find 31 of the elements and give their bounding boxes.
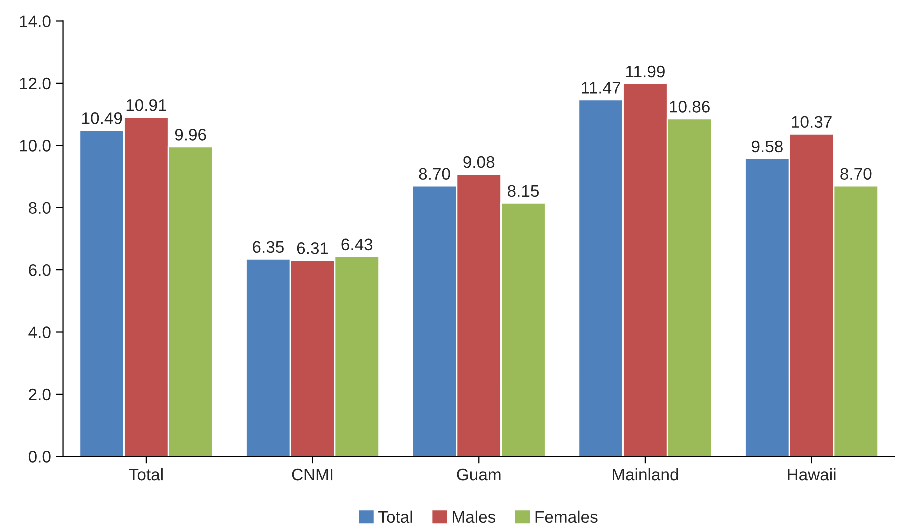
data-label: 8.15 (508, 185, 539, 198)
data-label: 6.31 (297, 242, 328, 254)
y-tick-label: 12.0 (20, 78, 51, 90)
legend-label: Females (536, 510, 598, 524)
data-label: 9.96 (175, 129, 206, 141)
x-tick-label: Mainland (613, 468, 678, 481)
data-label: 9.58 (752, 140, 783, 153)
data-label: 10.49 (82, 112, 122, 124)
x-tick-label: Total (129, 468, 163, 481)
x-tick-label: Hawaii (788, 468, 836, 481)
y-tick-label: 10.0 (20, 140, 51, 152)
data-label: 11.99 (626, 66, 665, 78)
data-label: 11.47 (582, 82, 621, 94)
legend-label: Total (378, 510, 412, 524)
data-label: 9.08 (464, 156, 495, 168)
data-label: 10.86 (670, 101, 710, 113)
data-label: 8.70 (419, 168, 450, 180)
y-tick-label: 6.0 (29, 264, 51, 276)
data-label: 8.70 (840, 168, 872, 180)
legend-label: Males (453, 510, 496, 524)
data-label: 10.37 (792, 116, 832, 128)
x-tick-label: Guam (457, 468, 501, 481)
x-tick-label: CNMI (292, 468, 333, 481)
data-label: 10.91 (126, 99, 166, 112)
data-label: 6.35 (253, 241, 284, 254)
y-tick-label: 4.0 (28, 326, 51, 338)
y-tick-label: 0.0 (28, 451, 51, 463)
y-tick-label: 8.0 (29, 202, 51, 214)
y-tick-label: 2.0 (29, 388, 51, 401)
data-label: 6.43 (342, 238, 373, 251)
y-tick-label: 14.0 (20, 16, 51, 28)
